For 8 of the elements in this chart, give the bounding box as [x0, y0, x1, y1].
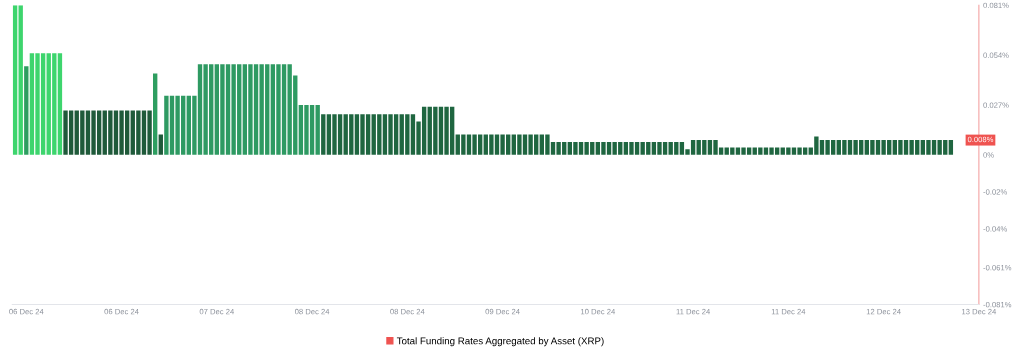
bar: [12, 5, 18, 155]
text: Total Funding Rates Aggregated by Asset (XRP): [396, 337, 604, 347]
bar: [321, 114, 326, 155]
bar: [24, 66, 29, 155]
bar: [158, 134, 163, 155]
bar: [18, 5, 23, 155]
bar: [948, 140, 954, 155]
bar: [153, 73, 158, 155]
